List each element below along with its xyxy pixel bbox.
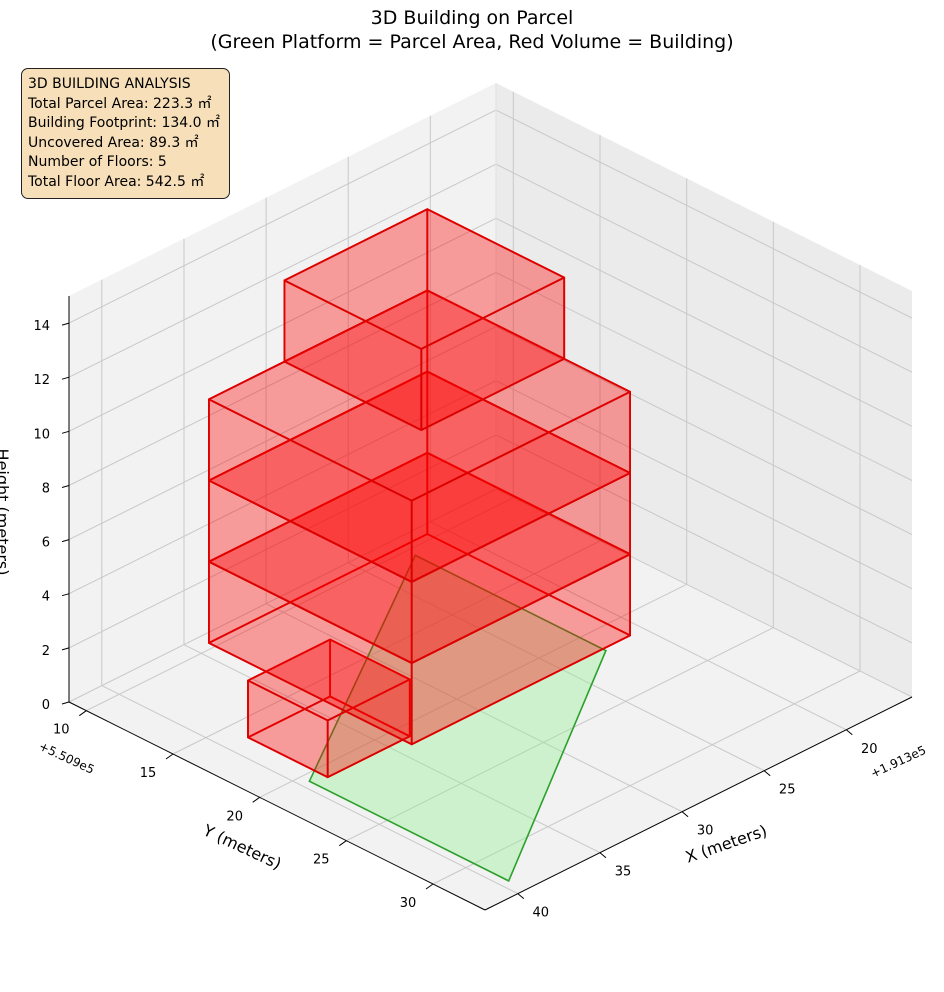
floor-pane — [69, 489, 912, 910]
x-tick-label: 20 — [861, 742, 878, 757]
x-tick-mark — [599, 852, 607, 859]
x-axis-line — [484, 696, 913, 911]
grid-z-left — [68, 380, 497, 595]
face-top — [283, 208, 566, 350]
x-tick-mark — [681, 811, 689, 818]
y-tick-label: 30 — [400, 896, 417, 911]
z-tick-label: 2 — [42, 644, 50, 659]
building-layer — [207, 208, 631, 779]
y-axis-label: Y (meters) — [199, 820, 284, 873]
analysis-parcel-area: Total Parcel Area: 223.3 ㎡ — [28, 95, 212, 112]
building-block — [283, 208, 566, 432]
analysis-floor-area: Total Floor Area: 542.5 ㎡ — [28, 173, 205, 190]
grid-y-floor — [346, 627, 774, 842]
grid-x-floor — [101, 685, 519, 895]
y-axis-line — [68, 701, 486, 911]
face-top — [247, 638, 411, 722]
grid-y-floor — [432, 670, 861, 885]
analysis-floors: Number of Floors: 5 — [28, 154, 167, 170]
grid-z-left — [68, 163, 497, 378]
z-tick-mark — [61, 485, 70, 488]
y-tick-mark — [79, 710, 87, 717]
grid-z-left — [68, 488, 497, 703]
z-tick-label: 0 — [42, 698, 50, 713]
grid-x-floor — [347, 562, 765, 772]
grid-z-left — [68, 217, 497, 432]
tick-marks: 20 25 30 35 40 10 15 20 25 30 0 2 4 6 8 10 12 14 — [33, 319, 878, 921]
building-block — [207, 451, 631, 746]
grid-y-floor — [172, 540, 601, 755]
grid-z-right — [495, 272, 913, 481]
z-tick-label: 8 — [42, 482, 50, 497]
grid-z-left — [68, 109, 497, 324]
analysis-uncovered: Uncovered Area: 89.3 ㎡ — [28, 134, 199, 151]
grid-z-right — [495, 163, 913, 373]
y-tick-mark — [339, 840, 347, 847]
chart-title-block: 3D Building on Parcel (Green Platform = … — [0, 6, 944, 54]
building-block — [207, 370, 631, 664]
grid-z-right — [495, 326, 913, 536]
left-pane — [69, 83, 496, 702]
z-tick-label: 6 — [42, 536, 50, 551]
grid-lines — [68, 91, 913, 895]
z-tick-mark — [61, 647, 70, 651]
grid-x-floor — [430, 521, 847, 731]
z-tick-mark — [61, 701, 70, 705]
x-tick-label: 25 — [779, 783, 796, 798]
grid-x-floor — [183, 644, 601, 854]
z-tick-mark — [61, 322, 70, 326]
z-tick-label: 12 — [33, 373, 50, 388]
parcel-layer — [308, 554, 607, 882]
x-tick-label: 35 — [615, 865, 632, 880]
grid-z-right — [495, 434, 913, 644]
y-tick-mark — [165, 753, 174, 760]
z-tick-label: 10 — [33, 427, 50, 442]
x-tick-label: 40 — [533, 906, 550, 921]
grid-z-right — [495, 109, 913, 319]
y-tick-label: 10 — [53, 723, 70, 738]
x-tick-mark — [845, 729, 853, 736]
grid-z-right — [495, 488, 913, 698]
axis-lines — [68, 83, 913, 911]
grid-x-floor — [265, 603, 683, 813]
y-tick-mark — [425, 883, 434, 890]
z-tick-label: 14 — [33, 319, 50, 334]
y-offset-label: +5.509e5 — [37, 739, 97, 777]
z-tick-mark — [61, 593, 70, 597]
grid-y-floor — [259, 583, 687, 798]
grid-z-right — [495, 380, 913, 590]
x-tick-label: 30 — [697, 824, 714, 839]
grid-y-floor — [86, 497, 514, 712]
y-tick-label: 15 — [140, 766, 157, 781]
y-tick-label: 20 — [226, 809, 243, 824]
analysis-footprint: Building Footprint: 134.0 ㎡ — [28, 115, 221, 131]
chart-subtitle: (Green Platform = Parcel Area, Red Volum… — [210, 31, 734, 53]
analysis-heading: 3D BUILDING ANALYSIS — [28, 76, 191, 92]
building-block — [207, 289, 631, 583]
parcel-platform — [308, 554, 607, 882]
x-tick-mark — [763, 770, 771, 777]
z-tick-label: 4 — [42, 590, 50, 605]
analysis-box: 3D BUILDING ANALYSIS Total Parcel Area: … — [21, 68, 230, 199]
y-tick-mark — [252, 796, 260, 803]
grid-z-left — [68, 434, 497, 649]
grid-z-left — [68, 272, 497, 486]
z-tick-mark — [61, 539, 70, 543]
z-tick-mark — [61, 430, 70, 434]
y-tick-label: 25 — [313, 853, 330, 868]
building-block — [247, 638, 411, 779]
z-axis-label: Height (meters) — [0, 449, 12, 576]
chart-title: 3D Building on Parcel — [370, 7, 574, 29]
x-tick-mark — [517, 893, 525, 899]
z-tick-mark — [61, 376, 70, 380]
grid-z-left — [68, 326, 497, 541]
grid-z-right — [495, 217, 913, 427]
